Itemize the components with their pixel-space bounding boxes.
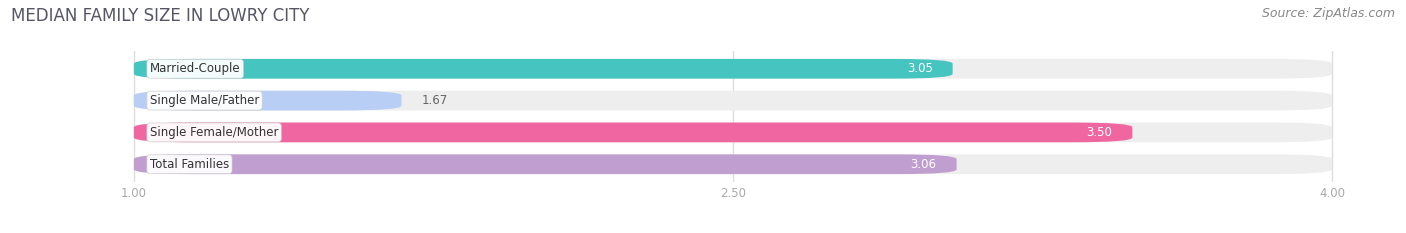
FancyBboxPatch shape (134, 59, 953, 79)
FancyBboxPatch shape (134, 123, 1331, 142)
Text: Single Female/Mother: Single Female/Mother (150, 126, 278, 139)
FancyBboxPatch shape (134, 154, 1331, 174)
Text: 3.05: 3.05 (907, 62, 932, 75)
Text: 3.50: 3.50 (1087, 126, 1112, 139)
Text: MEDIAN FAMILY SIZE IN LOWRY CITY: MEDIAN FAMILY SIZE IN LOWRY CITY (11, 7, 309, 25)
FancyBboxPatch shape (134, 123, 1132, 142)
Text: 3.06: 3.06 (911, 158, 936, 171)
FancyBboxPatch shape (134, 91, 1331, 110)
Text: 1.67: 1.67 (422, 94, 447, 107)
FancyBboxPatch shape (134, 91, 402, 110)
Text: Source: ZipAtlas.com: Source: ZipAtlas.com (1261, 7, 1395, 20)
FancyBboxPatch shape (134, 154, 956, 174)
FancyBboxPatch shape (134, 59, 1331, 79)
Text: Total Families: Total Families (150, 158, 229, 171)
Text: Single Male/Father: Single Male/Father (150, 94, 259, 107)
Text: Married-Couple: Married-Couple (150, 62, 240, 75)
